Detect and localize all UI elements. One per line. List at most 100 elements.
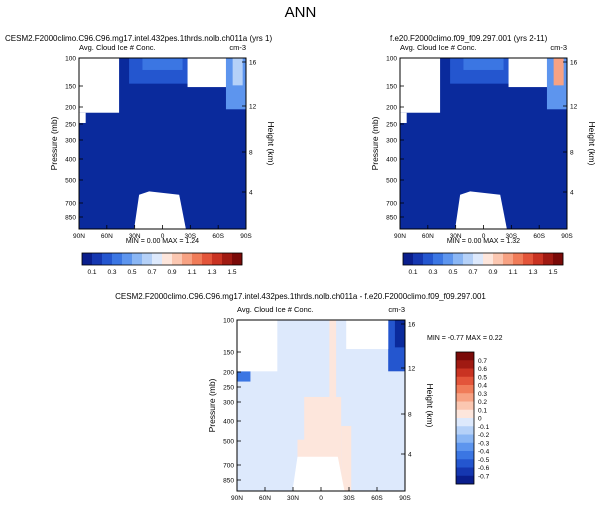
colorbar-diff-label: 0: [478, 416, 482, 423]
x-tick-label: 60N: [101, 233, 113, 240]
colorbar-diff-swatch: [456, 352, 474, 361]
x-tick-label: 0: [482, 233, 486, 240]
panel-top-left-group: Avg. Cloud Ice # Conc. cm-3 90N 60N 30N 0 30S 6…: [49, 43, 276, 245]
colorbar-diff-label: -0.4: [478, 449, 490, 456]
x-tick-label: 90N: [394, 233, 406, 240]
y-tick-label: 700: [386, 201, 397, 208]
colorbar-diff-label: 0.6: [478, 366, 487, 373]
colorbar-top-swatch: [82, 253, 93, 265]
colorbar-top-swatch: [142, 253, 153, 265]
colorbar-top-label: 1.3: [207, 269, 216, 276]
page-title: ANN: [284, 4, 317, 21]
colorbar-top-label: 0.1: [87, 269, 96, 276]
y-tick-label: 300: [223, 400, 234, 407]
x-tick-label: 90N: [231, 495, 243, 502]
colorbar-top-swatch: [172, 253, 183, 265]
y-right-axis-label: Height (km): [425, 384, 435, 428]
colorbar-top-swatch: [543, 253, 554, 265]
colorbar-diff-label: 0.3: [478, 391, 487, 398]
field-plume: [232, 58, 243, 86]
colorbar-top-swatch: [212, 253, 223, 265]
colorbar-top-swatch: [463, 253, 474, 265]
colorbar-top-swatch: [132, 253, 143, 265]
colorbar-top-label: 0.5: [448, 269, 457, 276]
x-tick-label: 30S: [343, 495, 355, 502]
y-right-tick-label: 4: [408, 452, 412, 459]
y-right-tick-label: 4: [249, 190, 253, 197]
mask: [400, 58, 441, 113]
y-right-tick-label: 12: [408, 366, 416, 373]
colorbar-diff-label: 0.1: [478, 407, 487, 414]
y-tick-label: 700: [65, 201, 76, 208]
colorbar-top-swatch: [232, 253, 243, 265]
field-plume: [553, 58, 564, 86]
subtitle-right: cm-3: [388, 305, 405, 314]
y-tick-label: 200: [65, 105, 76, 112]
min-max-readout: MIN = -0.77 MAX = 0.22: [427, 335, 503, 342]
mask: [79, 112, 86, 123]
panel-title-top-right: f.e20.F2000climo.f09_f09.297.001 (yrs 2-…: [390, 34, 548, 43]
subtitle-right: cm-3: [229, 43, 246, 52]
field-band: [463, 58, 504, 70]
y-right-axis-label: Height (km): [587, 122, 597, 166]
subtitle-left: Avg. Cloud Ice # Conc.: [400, 43, 477, 52]
field-band: [329, 320, 337, 397]
field-plume: [394, 320, 405, 348]
y-tick-label: 250: [65, 122, 76, 129]
colorbar-top-label: 0.3: [428, 269, 437, 276]
colorbar-diff-frame: [455, 351, 475, 485]
x-tick-label: 30N: [287, 495, 299, 502]
y-right-tick-label: 8: [408, 412, 412, 419]
y-tick-label: 400: [65, 157, 76, 164]
colorbar-top-swatch: [443, 253, 454, 265]
x-tick-label: 60S: [212, 233, 224, 240]
x-tick-label: 90S: [399, 495, 411, 502]
y-tick-label: 400: [386, 157, 397, 164]
y-tick-label: 250: [223, 385, 234, 392]
mask-surface: [455, 191, 507, 229]
x-tick-label: 0: [161, 233, 165, 240]
subtitle-left: Avg. Cloud Ice # Conc.: [79, 43, 156, 52]
colorbar-diff-swatch: [456, 467, 474, 477]
colorbar-diff-group: 0.70.60.50.40.30.20.10-0.1-0.2-0.3-0.4-0…: [455, 351, 490, 485]
colorbar-diff-swatch: [456, 434, 474, 444]
min-max-readout: MIN = 0.00 MAX = 1.24: [126, 238, 199, 245]
field-band: [142, 58, 183, 70]
x-tick-label: 30N: [450, 233, 462, 240]
mask-surface: [292, 456, 345, 491]
y-right-tick-label: 16: [408, 322, 416, 329]
subtitle-left: Avg. Cloud Ice # Conc.: [237, 305, 314, 314]
x-tick-label: 30N: [129, 233, 141, 240]
x-tick-label: 0: [319, 495, 323, 502]
colorbar-top-label: 1.5: [548, 269, 557, 276]
y-tick-label: 250: [386, 122, 397, 129]
panel-title-bottom: CESM2.F2000climo.C96.C96.mg17.intel.432p…: [115, 292, 486, 301]
y-tick-label: 300: [65, 138, 76, 145]
y-right-tick-label: 4: [570, 190, 574, 197]
y-tick-label: 500: [386, 178, 397, 185]
colorbar-top-swatch: [182, 253, 193, 265]
colorbar-diff-swatch: [456, 418, 474, 427]
colorbar-top-swatch: [553, 253, 564, 265]
colorbar-diff-label: -0.2: [478, 432, 490, 439]
colorbar-top-label: 1.1: [508, 269, 517, 276]
y-right-axis-label: Height (km): [266, 122, 276, 166]
subtitle-right: cm-3: [550, 43, 567, 52]
colorbar-diff-swatch: [456, 475, 474, 485]
y-tick-label: 300: [386, 138, 397, 145]
colorbar-top-swatch: [413, 253, 424, 265]
y-tick-label: 850: [65, 215, 76, 222]
colorbar-top-swatch: [503, 253, 514, 265]
colorbar-diff-label: -0.3: [478, 440, 490, 447]
y-tick-label: 400: [223, 419, 234, 426]
colorbar-top-swatch: [92, 253, 103, 265]
colorbar-top-swatch: [493, 253, 504, 265]
colorbar-diff-label: 0.7: [478, 358, 487, 365]
x-tick-label: 60S: [533, 233, 545, 240]
colorbar-top-swatch: [162, 253, 173, 265]
colorbar-diff-swatch: [456, 401, 474, 411]
colorbar-top-swatch: [433, 253, 444, 265]
